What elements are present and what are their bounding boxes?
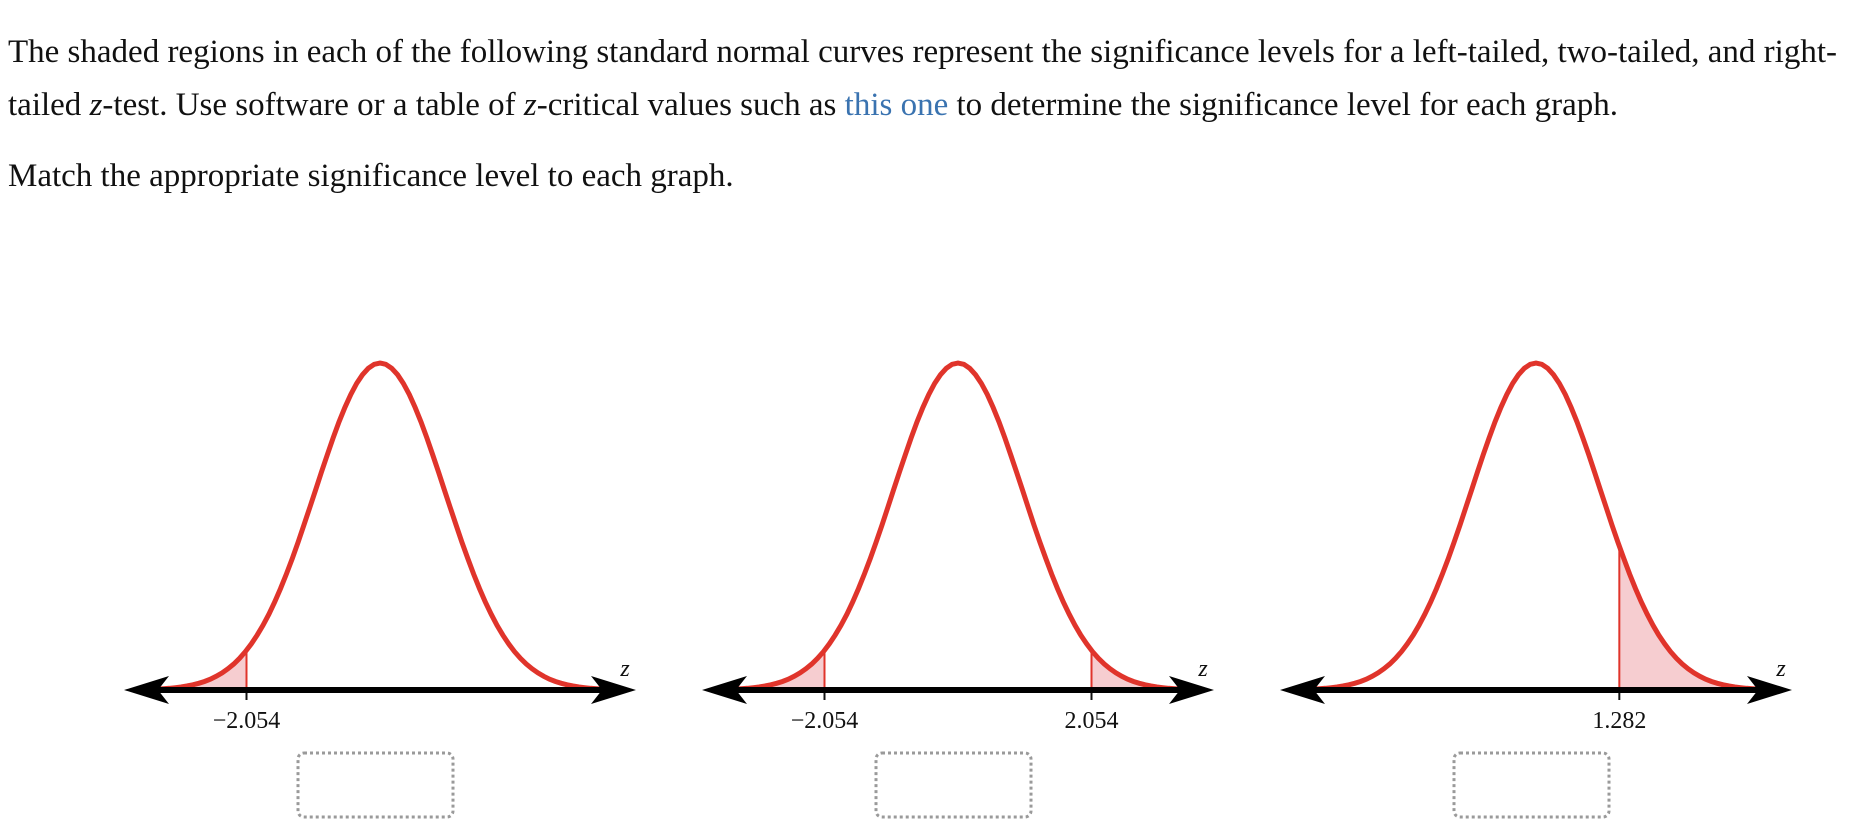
tick-label: 1.282 — [1592, 708, 1646, 734]
prompt: Match the appropriate significance level… — [8, 158, 734, 194]
shaded-region — [1619, 546, 1770, 690]
text: -test. Use software or a table of — [102, 87, 524, 123]
tick-label: −2.054 — [791, 708, 859, 734]
instructions: The shaded regions in each of the follow… — [8, 26, 1853, 132]
normal-curve — [1301, 360, 1771, 692]
axis-label: z — [619, 656, 630, 682]
variable: z — [523, 87, 537, 123]
variable: z — [89, 87, 103, 123]
arrow-head — [1169, 676, 1214, 704]
tick-label: −2.054 — [213, 708, 281, 734]
arrow-head — [1280, 676, 1325, 704]
drop-target[interactable] — [874, 751, 1033, 819]
arrow-head — [702, 676, 747, 704]
drop-target[interactable] — [296, 751, 455, 819]
link[interactable]: this one — [844, 87, 949, 123]
drop-target[interactable] — [1452, 751, 1611, 819]
text: The shaded regions in each of the follow… — [8, 34, 1838, 123]
tick-label: 2.054 — [1065, 708, 1119, 734]
arrow-head — [591, 676, 636, 704]
question-text: The shaded regions in each of the follow… — [8, 26, 1853, 221]
shaded-region — [724, 650, 825, 690]
text: -critical values such as — [536, 87, 845, 123]
arrow-head — [124, 676, 169, 704]
normal-curve — [723, 360, 1193, 692]
axis-label: z — [1197, 656, 1208, 682]
normal-curve — [145, 360, 615, 692]
axis-label: z — [1775, 656, 1786, 682]
text: to determine the significance level for … — [948, 87, 1619, 123]
arrow-head — [1747, 676, 1792, 704]
shaded-region — [1091, 650, 1192, 690]
shaded-region — [146, 650, 247, 690]
